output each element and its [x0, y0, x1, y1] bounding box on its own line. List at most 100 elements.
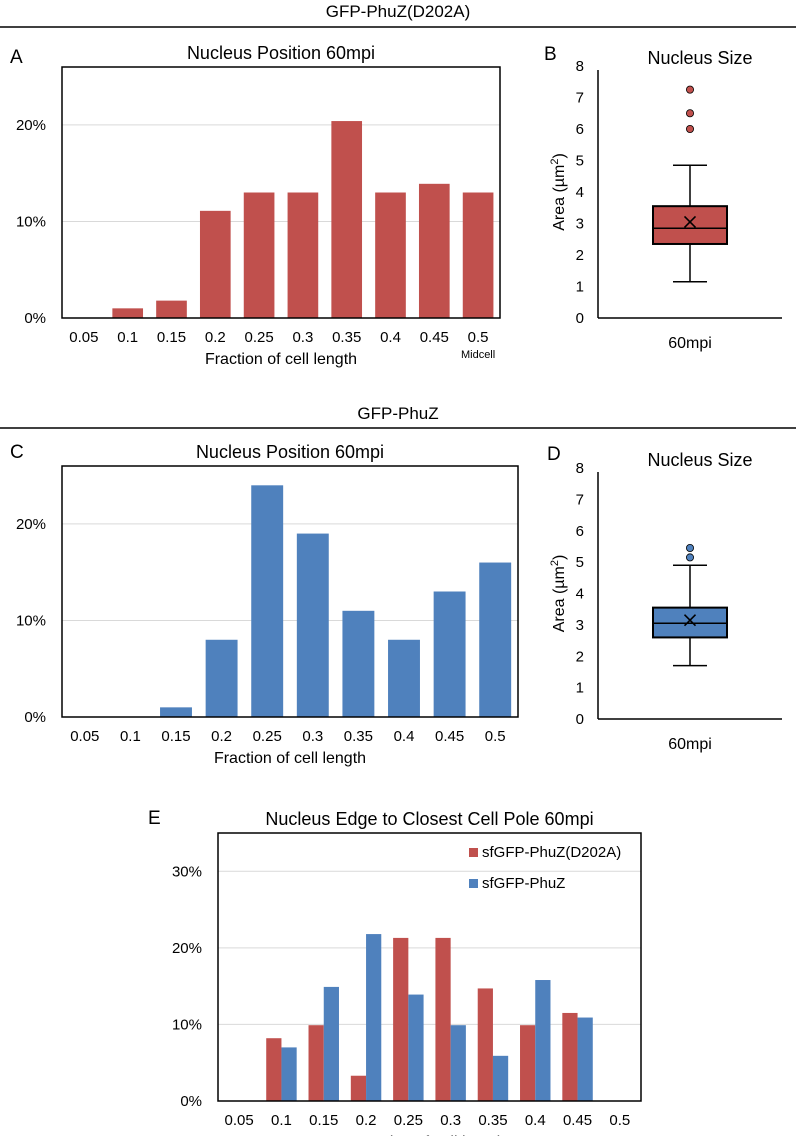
panel-letter-e: E	[148, 808, 161, 829]
bar-c-0.15	[160, 707, 192, 717]
bar-a-0.3	[287, 192, 319, 318]
legend-swatch	[469, 848, 478, 857]
chart-panel-c: Nucleus Position 60mpi 0% 10% 20% 0.05 0.1 0.1…	[16, 442, 519, 767]
x-tick-label: 0.05	[69, 329, 98, 346]
x-tick-label: 0.15	[309, 1112, 338, 1129]
y-axis-label-main: Area (µm	[551, 165, 568, 231]
bar-c-0.35	[342, 610, 375, 717]
x-tick-label: 0.4	[380, 329, 401, 346]
bar-e-s0-0.3	[435, 937, 451, 1101]
x-tick-label: 0.25	[394, 1112, 423, 1129]
y-tick-label: 8	[576, 58, 584, 75]
x-category-label: 60mpi	[668, 335, 712, 352]
x-tick-label: 0.35	[332, 329, 361, 346]
bar-c-0.45	[433, 591, 466, 717]
x-tick-label: 0.15	[161, 728, 190, 745]
x-tick-label: 0.1	[271, 1112, 292, 1129]
x-axis-label: Fraction of cell length	[353, 1134, 505, 1136]
x-tick-label: 0.2	[205, 329, 226, 346]
outlier-point	[686, 85, 695, 94]
y-tick-label: 20%	[172, 940, 202, 957]
y-tick-label: 10%	[16, 213, 46, 230]
y-tick-label: 2	[576, 648, 584, 665]
y-tick-label: 20%	[16, 516, 46, 533]
outlier-point	[686, 553, 695, 562]
y-tick-label: 2	[576, 247, 584, 264]
x-tick-label: 0.3	[292, 329, 313, 346]
outlier-point	[686, 109, 695, 118]
plot-frame	[217, 832, 642, 1102]
y-axis-label-main: Area (µm	[551, 566, 568, 632]
bar-e-s1-0.45	[577, 1017, 593, 1101]
x-tick-label: 0.3	[440, 1112, 461, 1129]
panel-letter-d: D	[547, 444, 561, 465]
box-iqr	[652, 205, 728, 245]
x-tick-label: 0.5	[468, 329, 489, 346]
x-category-label: 60mpi	[668, 736, 712, 753]
chart-panel-e: Nucleus Edge to Closest Cell Pole 60mpi 0…	[172, 809, 642, 1136]
bar-a-0.2	[199, 210, 231, 318]
y-axis-label-sup: 2	[549, 560, 561, 566]
bar-e-s1-0.25	[408, 994, 424, 1101]
x-axis-label: Fraction of cell length	[214, 750, 366, 767]
bar-a-0.25	[243, 192, 275, 318]
bar-e-s0-0.35	[477, 988, 493, 1101]
y-tick-label: 0	[576, 711, 584, 728]
x-tick-label: 0.25	[244, 329, 273, 346]
chart-title: Nucleus Position 60mpi	[196, 442, 384, 462]
bar-a-0.15	[156, 300, 187, 318]
chart-title: Nucleus Size	[647, 450, 752, 470]
section-title-wt: GFP-PhuZ	[357, 404, 438, 423]
y-tick-label: 30%	[172, 863, 202, 880]
bar-c-0.5	[479, 562, 512, 717]
bar-e-s0-0.4	[520, 1025, 536, 1101]
x-tick-label: 0.3	[302, 728, 323, 745]
bar-a-0.1	[112, 308, 144, 318]
x-axis-label: Fraction of cell length	[205, 351, 357, 368]
y-tick-label: 6	[576, 121, 584, 138]
x-tick-label: 0.1	[117, 329, 138, 346]
bar-e-s1-0.1	[281, 1047, 297, 1101]
y-tick-label: 0%	[24, 310, 46, 327]
y-tick-label: 20%	[16, 117, 46, 134]
y-tick-label: 1	[576, 279, 584, 296]
plot-frame	[61, 465, 519, 718]
x-tick-label: 0.05	[225, 1112, 254, 1129]
x-tick-label: 0.25	[253, 728, 282, 745]
y-tick-label: 0%	[180, 1093, 202, 1110]
bar-c-0.2	[205, 639, 238, 717]
mean-marker-b	[683, 215, 697, 228]
chart-panel-a: Nucleus Position 60mpi 0% 10% 20% 0.05 0.1 0.1…	[16, 43, 501, 368]
x-tick-label: 0.4	[394, 728, 415, 745]
outlier-point	[686, 544, 695, 553]
bar-a-0.5	[462, 192, 494, 318]
panel-letter-c: C	[10, 442, 24, 463]
y-tick-label: 7	[576, 491, 584, 508]
bar-e-s1-0.4	[535, 980, 551, 1101]
x-tick-note: Midcell	[461, 349, 495, 361]
bar-c-0.3	[296, 533, 329, 717]
x-tick-label: 0.4	[525, 1112, 546, 1129]
legend-label: sfGFP-PhuZ(D202A)	[482, 844, 621, 861]
x-tick-label: 0.45	[435, 728, 464, 745]
bar-c-0.4	[388, 639, 420, 717]
bar-e-s0-0.2	[350, 1075, 367, 1101]
y-axis-label-sup: 2	[549, 159, 561, 165]
x-tick-label: 0.15	[157, 329, 186, 346]
bar-e-s1-0.2	[366, 934, 382, 1101]
y-tick-label: 0	[576, 310, 584, 327]
bar-e-s0-0.45	[562, 1012, 578, 1101]
y-axis-label: Area (µm2)	[549, 555, 568, 633]
chart-title: Nucleus Position 60mpi	[187, 43, 375, 63]
y-tick-label: 10%	[172, 1016, 202, 1033]
x-tick-label: 0.1	[120, 728, 141, 745]
box-iqr	[652, 606, 728, 639]
y-tick-label: 3	[576, 216, 584, 233]
y-tick-label: 10%	[16, 612, 46, 629]
mean-marker-b	[683, 614, 697, 627]
outlier-point	[686, 125, 695, 134]
x-tick-label: 0.2	[356, 1112, 377, 1129]
